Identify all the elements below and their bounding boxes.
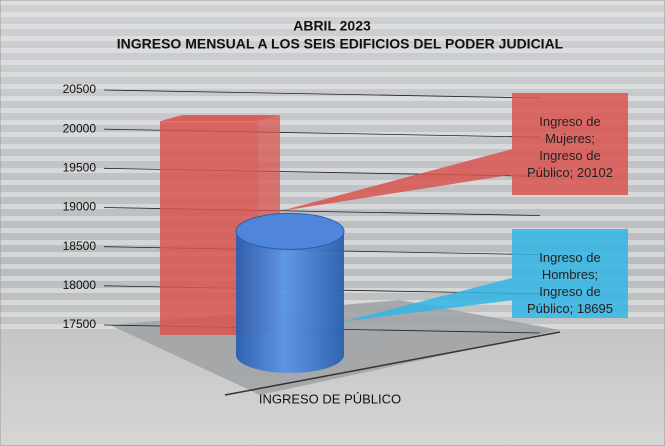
data-label: Ingreso de Hombres; Ingreso de Público; … bbox=[526, 250, 613, 316]
bar bbox=[236, 231, 344, 373]
y-tick-label: 17500 bbox=[63, 317, 97, 331]
y-tick-label: 19000 bbox=[63, 200, 97, 214]
data-label: Ingreso de Mujeres; Ingreso de Público; … bbox=[526, 114, 613, 180]
x-axis-line bbox=[224, 331, 561, 396]
callout-leader bbox=[344, 277, 512, 322]
callout-leader bbox=[280, 149, 512, 212]
bar-top bbox=[235, 212, 345, 250]
y-tick-label: 18500 bbox=[63, 239, 97, 253]
chart-subtitle: INGRESO MENSUAL A LOS SEIS EDIFICIOS DEL… bbox=[117, 36, 564, 52]
grid-line bbox=[103, 89, 541, 99]
callout-box bbox=[512, 229, 628, 318]
callout-box bbox=[512, 93, 628, 195]
x-tick-label: INGRESO DE PÚBLICO bbox=[259, 391, 401, 406]
y-tick-label: 20500 bbox=[63, 82, 97, 96]
y-tick-label: 18000 bbox=[63, 278, 97, 292]
bar-top bbox=[160, 115, 280, 122]
chart-title: ABRIL 2023 bbox=[293, 18, 371, 34]
y-tick-label: 19500 bbox=[63, 161, 97, 175]
y-tick-label: 20000 bbox=[63, 121, 97, 135]
